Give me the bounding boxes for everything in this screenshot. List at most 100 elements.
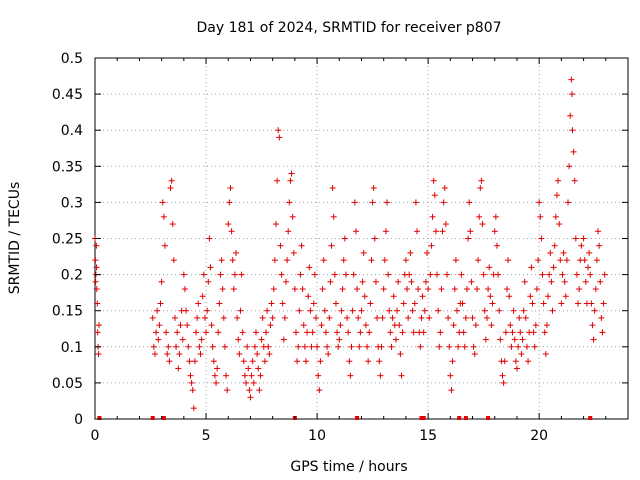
data-point: [560, 249, 567, 256]
data-point: [450, 322, 457, 329]
data-point: [240, 358, 247, 365]
data-point: [441, 184, 448, 191]
data-point: [198, 336, 205, 343]
data-point: [460, 329, 467, 336]
data-point: [189, 387, 196, 394]
data-point: [306, 264, 313, 271]
data-point: [370, 184, 377, 191]
data-point: [249, 358, 256, 365]
data-point: [238, 271, 245, 278]
data-point: [265, 343, 272, 350]
data-point: [532, 322, 539, 329]
data-point: [586, 249, 593, 256]
data-point: [598, 314, 605, 321]
data-point: [291, 286, 298, 293]
data-point: [321, 307, 328, 314]
data-point: [444, 271, 451, 278]
data-point: [161, 242, 168, 249]
data-point: [471, 351, 478, 358]
data-point: [227, 184, 234, 191]
data-point: [576, 286, 583, 293]
data-point: [183, 307, 190, 314]
data-point: [93, 264, 100, 271]
data-point: [509, 329, 516, 336]
data-point: [434, 271, 441, 278]
data-point: [567, 112, 574, 119]
data-point: [369, 199, 376, 206]
data-point: [280, 336, 287, 343]
data-point: [517, 329, 524, 336]
y-tick-label: 0.05: [52, 376, 83, 392]
data-point: [325, 351, 332, 358]
data-point: [459, 300, 466, 307]
data-point: [428, 242, 435, 249]
data-point: [518, 351, 525, 358]
data-point: [400, 300, 407, 307]
data-point: [538, 235, 545, 242]
data-point: [511, 336, 518, 343]
data-point: [194, 314, 201, 321]
data-point: [384, 199, 391, 206]
y-tick-label: 0.2: [61, 268, 83, 284]
data-point: [176, 351, 183, 358]
x-axis-ticks: 0 5 10 15 20: [91, 58, 629, 444]
data-point: [277, 242, 284, 249]
data-point: [204, 307, 211, 314]
data-point: [465, 235, 472, 242]
data-point: [340, 257, 347, 264]
data-point: [345, 329, 352, 336]
data-point: [203, 329, 210, 336]
y-tick-label: 0.4: [61, 123, 83, 139]
data-point: [332, 300, 339, 307]
data-point: [246, 387, 253, 394]
data-point: [216, 300, 223, 307]
data-point: [506, 293, 513, 300]
zero-point: [457, 416, 462, 420]
data-point: [214, 365, 221, 372]
data-point: [508, 343, 515, 350]
data-point: [569, 127, 576, 134]
data-point: [553, 192, 560, 199]
data-point: [362, 322, 369, 329]
data-point: [210, 358, 217, 365]
data-point: [566, 163, 573, 170]
data-point: [288, 170, 295, 177]
data-point: [196, 343, 203, 350]
data-point: [360, 249, 367, 256]
data-point: [550, 264, 557, 271]
data-point: [302, 358, 309, 365]
x-tick-label: 20: [530, 428, 548, 444]
data-point: [478, 177, 485, 184]
data-point: [177, 322, 184, 329]
data-point: [599, 329, 606, 336]
data-point: [436, 343, 443, 350]
data-point: [94, 329, 101, 336]
data-point: [279, 300, 286, 307]
x-tick-label: 10: [308, 428, 326, 444]
data-point: [480, 271, 487, 278]
data-point: [482, 336, 489, 343]
data-point: [371, 235, 378, 242]
data-point: [149, 314, 156, 321]
data-point: [94, 300, 101, 307]
data-point: [545, 293, 552, 300]
data-point: [304, 329, 311, 336]
x-tick-label: 0: [91, 428, 100, 444]
data-point: [427, 271, 434, 278]
data-point: [447, 372, 454, 379]
data-point: [350, 271, 357, 278]
data-point: [380, 286, 387, 293]
data-point: [334, 329, 341, 336]
data-point: [387, 329, 394, 336]
data-point: [475, 257, 482, 264]
data-point: [439, 228, 446, 235]
data-point: [535, 257, 542, 264]
data-point: [446, 343, 453, 350]
data-point: [171, 314, 178, 321]
data-point: [557, 257, 564, 264]
data-point: [388, 343, 395, 350]
data-point: [256, 387, 263, 394]
data-point: [307, 307, 314, 314]
data-point: [228, 228, 235, 235]
data-point: [289, 213, 296, 220]
